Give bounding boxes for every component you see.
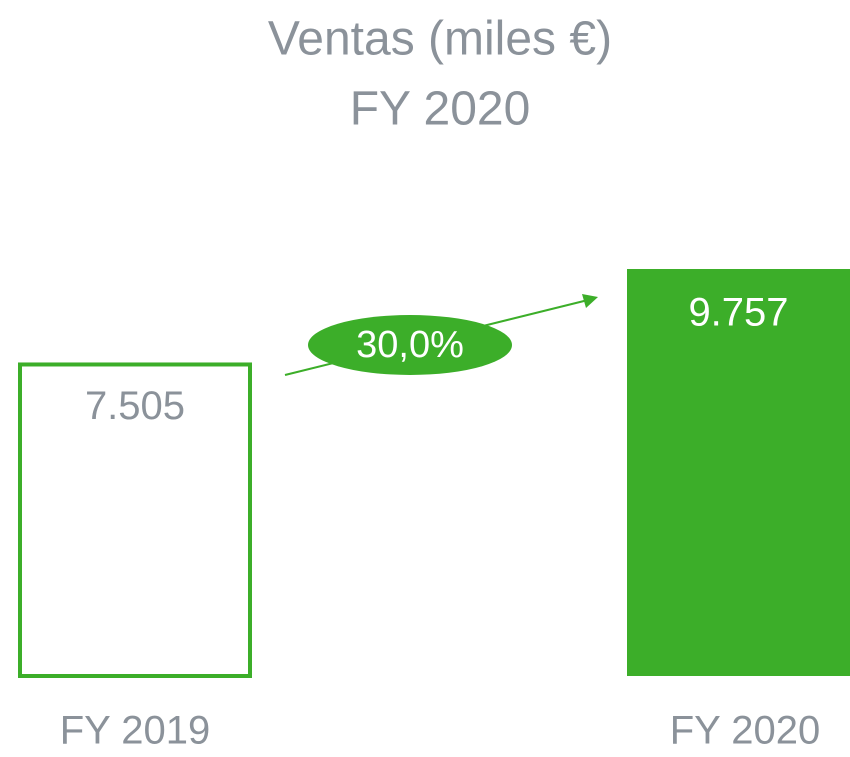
annotation: 30,0% xyxy=(356,324,464,366)
x-tick-label: FY 2020 xyxy=(670,709,821,753)
value-label: 7.505 xyxy=(85,384,185,428)
x-tick-label: FY 2019 xyxy=(60,709,211,753)
value-label: 9.757 xyxy=(688,291,788,335)
chart-title: Ventas (miles €) xyxy=(268,13,612,66)
chart-subtitle: FY 2020 xyxy=(350,83,531,136)
arrow-head xyxy=(582,294,598,308)
bar xyxy=(18,362,252,678)
bar xyxy=(627,269,850,676)
annotation-bubble xyxy=(308,315,512,375)
